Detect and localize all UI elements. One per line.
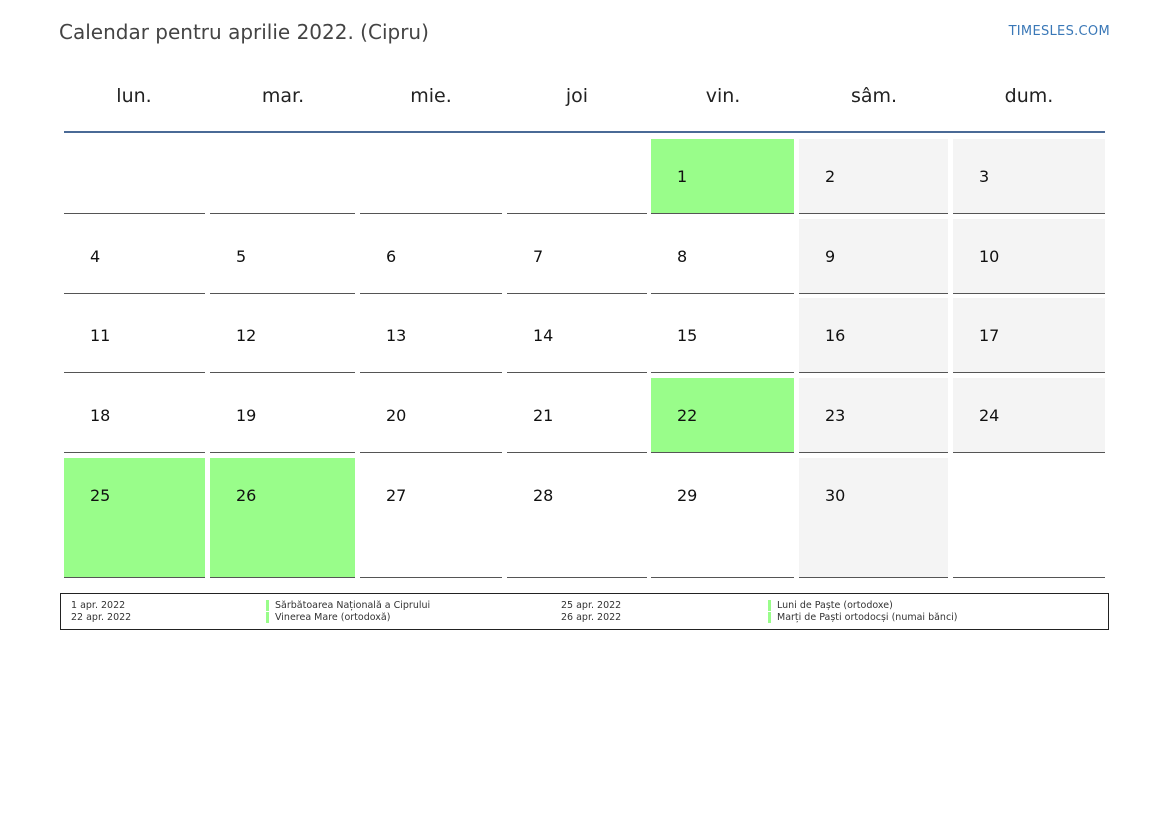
day-number: 4 (90, 247, 101, 266)
day-cell[interactable]: 3 (953, 139, 1105, 214)
day-cell[interactable]: 4 (64, 219, 205, 294)
day-number: 10 (979, 247, 1000, 266)
page-title: Calendar pentru aprilie 2022. (Cipru) (59, 20, 429, 44)
day-cell[interactable]: 7 (507, 219, 647, 294)
day-number: 16 (825, 326, 846, 345)
empty-day-cell (64, 139, 205, 214)
day-number: 18 (90, 406, 111, 425)
day-cell[interactable]: 22 (651, 378, 794, 453)
day-number: 13 (386, 326, 407, 345)
day-number: 11 (90, 326, 111, 345)
day-cell[interactable]: 12 (210, 298, 355, 373)
day-number: 14 (533, 326, 554, 345)
day-cell[interactable]: 18 (64, 378, 205, 453)
day-cell[interactable]: 8 (651, 219, 794, 294)
legend-holiday-name: Luni de Paște (ortodoxe) (768, 600, 893, 611)
day-cell[interactable]: 1 (651, 139, 794, 214)
legend-holiday-name: Vinerea Mare (ortodoxă) (266, 612, 390, 623)
day-number: 12 (236, 326, 257, 345)
day-number: 17 (979, 326, 1000, 345)
day-cell[interactable]: 30 (799, 458, 948, 578)
weekday-header: mie. (410, 85, 452, 107)
day-cell[interactable]: 19 (210, 378, 355, 453)
day-number: 29 (677, 486, 698, 505)
day-cell[interactable]: 25 (64, 458, 205, 578)
day-number: 6 (386, 247, 397, 266)
day-cell[interactable]: 20 (360, 378, 502, 453)
day-number: 8 (677, 247, 688, 266)
legend-date: 22 apr. 2022 (71, 612, 132, 623)
day-cell[interactable]: 2 (799, 139, 948, 214)
empty-day-cell (953, 458, 1105, 578)
day-cell[interactable]: 15 (651, 298, 794, 373)
day-number: 15 (677, 326, 698, 345)
day-number: 27 (386, 486, 407, 505)
legend-holiday-name: Sărbătoarea Națională a Ciprului (266, 600, 430, 611)
day-cell[interactable]: 27 (360, 458, 502, 578)
weekday-header-row: lun. mar. mie. joi vin. sâm. dum. (0, 85, 1169, 115)
weekday-header: mar. (261, 85, 305, 107)
day-cell[interactable]: 23 (799, 378, 948, 453)
day-cell[interactable]: 16 (799, 298, 948, 373)
day-number: 30 (825, 486, 846, 505)
day-cell[interactable]: 14 (507, 298, 647, 373)
day-number: 3 (979, 167, 990, 186)
weekday-header: joi (565, 85, 589, 107)
empty-day-cell (210, 139, 355, 214)
day-cell[interactable]: 13 (360, 298, 502, 373)
day-number: 7 (533, 247, 544, 266)
day-cell[interactable]: 5 (210, 219, 355, 294)
legend-date: 1 apr. 2022 (71, 600, 126, 611)
weekday-header: lun. (116, 85, 152, 107)
day-number: 9 (825, 247, 836, 266)
holiday-legend: 1 apr. 2022 Sărbătoarea Națională a Cipr… (60, 593, 1109, 630)
day-cell[interactable]: 6 (360, 219, 502, 294)
day-number: 25 (90, 486, 111, 505)
day-number: 24 (979, 406, 1000, 425)
day-number: 1 (677, 167, 688, 186)
empty-day-cell (507, 139, 647, 214)
day-number: 2 (825, 167, 836, 186)
day-cell[interactable]: 17 (953, 298, 1105, 373)
weekday-header: dum. (1004, 85, 1054, 107)
day-number: 19 (236, 406, 257, 425)
day-cell[interactable]: 9 (799, 219, 948, 294)
site-link[interactable]: TIMESLES.COM (1008, 24, 1110, 39)
empty-day-cell (360, 139, 502, 214)
day-number: 21 (533, 406, 554, 425)
day-cell[interactable]: 11 (64, 298, 205, 373)
weekday-header: vin. (705, 85, 741, 107)
weekday-header: sâm. (850, 85, 898, 107)
day-cell[interactable]: 29 (651, 458, 794, 578)
day-cell[interactable]: 24 (953, 378, 1105, 453)
day-number: 23 (825, 406, 846, 425)
day-number: 26 (236, 486, 257, 505)
day-cell[interactable]: 28 (507, 458, 647, 578)
day-number: 28 (533, 486, 554, 505)
day-number: 20 (386, 406, 407, 425)
legend-holiday-name: Marți de Paști ortodocși (numai bănci) (768, 612, 958, 623)
day-cell[interactable]: 10 (953, 219, 1105, 294)
header-divider (64, 131, 1105, 133)
day-number: 5 (236, 247, 247, 266)
legend-date: 26 apr. 2022 (561, 612, 622, 623)
day-number: 22 (677, 406, 698, 425)
legend-date: 25 apr. 2022 (561, 600, 622, 611)
day-cell[interactable]: 21 (507, 378, 647, 453)
day-cell[interactable]: 26 (210, 458, 355, 578)
